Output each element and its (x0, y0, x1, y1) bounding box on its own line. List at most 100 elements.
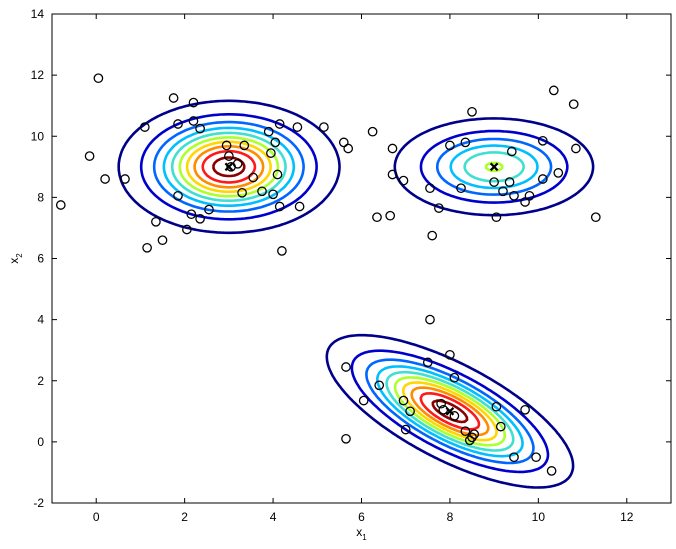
data-point (319, 122, 329, 132)
axis-ticks: 0 2 4 6 8 10 12 -2 0 2 4 6 8 10 12 14 (31, 7, 671, 524)
data-point (460, 426, 471, 437)
contour-level-5 (170, 131, 525, 452)
data-point (277, 246, 287, 256)
data-point (341, 362, 351, 372)
data-point (400, 424, 411, 435)
data-point (120, 174, 130, 184)
data-point (506, 146, 517, 157)
data-point (343, 143, 354, 154)
data-point (427, 230, 438, 241)
x-tick-label: 8 (447, 510, 454, 524)
data-point (367, 126, 378, 137)
data-point (263, 126, 274, 137)
data-point (537, 174, 548, 184)
y-axis-label-base: x (7, 258, 21, 264)
data-point (195, 213, 205, 224)
data-point (232, 158, 243, 169)
data-point (445, 349, 455, 360)
contour-level-6 (178, 136, 506, 447)
data-point (188, 116, 199, 126)
y-tick-label: 12 (31, 68, 45, 82)
data-point (266, 148, 276, 158)
x-axis-label-sub: 1 (362, 533, 367, 542)
data-point (292, 122, 303, 132)
data-point (548, 85, 559, 96)
x-tick-label: 2 (181, 510, 188, 524)
data-point (268, 189, 278, 200)
y-tick-label: 6 (37, 252, 44, 266)
y-tick-label: -2 (33, 496, 44, 510)
data-point (385, 210, 396, 221)
data-point (491, 401, 502, 412)
data-point (398, 395, 409, 406)
data-point (425, 183, 435, 194)
data-point (151, 216, 161, 227)
data-point (520, 404, 530, 415)
contour-level-2 (139, 113, 569, 474)
data-point (182, 224, 192, 235)
data-point (195, 123, 205, 134)
data-point (568, 99, 579, 110)
y-axis-label: x2 (7, 253, 24, 264)
data-point (537, 135, 548, 146)
data-point (248, 172, 259, 183)
data-point (274, 201, 285, 212)
data-point (531, 452, 541, 463)
data-point (224, 151, 234, 161)
data-point (358, 395, 369, 406)
data-point (425, 314, 435, 325)
data-point (445, 140, 455, 151)
data-point (467, 432, 477, 443)
contour-lines (117, 99, 595, 489)
data-point (294, 201, 305, 212)
data-point (139, 122, 150, 132)
cluster-centers (224, 162, 499, 416)
data-point (460, 137, 471, 148)
data-point (467, 106, 477, 117)
data-point (546, 466, 557, 476)
data-point (387, 169, 398, 180)
data-point (55, 200, 66, 210)
cluster-center-marker (489, 162, 499, 172)
data-point (239, 140, 250, 151)
data-point (495, 421, 506, 432)
cluster-center-marker (445, 407, 455, 416)
data-point (509, 190, 519, 201)
data-point (372, 212, 382, 223)
data-point (590, 212, 601, 223)
data-point (157, 235, 168, 246)
data-point (571, 143, 581, 154)
x-tick-label: 0 (93, 510, 100, 524)
y-tick-label: 2 (37, 374, 44, 388)
data-point (173, 119, 183, 129)
contour-level-7 (185, 140, 498, 442)
data-point (469, 429, 480, 440)
data-point (93, 73, 104, 84)
data-point (436, 398, 446, 409)
cluster-center-marker (224, 162, 234, 172)
contour-level-1 (117, 99, 595, 489)
x-tick-label: 12 (620, 510, 634, 524)
x-tick-label: 10 (532, 510, 546, 524)
data-point (553, 168, 564, 178)
data-point (272, 169, 283, 180)
data-points (55, 73, 601, 476)
data-point (449, 372, 460, 383)
y-tick-label: 4 (37, 313, 44, 327)
data-point (173, 190, 183, 201)
data-point (341, 433, 351, 444)
data-point (270, 137, 281, 148)
data-point (204, 204, 214, 215)
data-point (449, 411, 460, 421)
data-point (422, 357, 433, 368)
data-point (398, 175, 409, 186)
contour-level-9 (201, 149, 481, 431)
data-point (509, 452, 519, 463)
data-point (257, 186, 267, 197)
data-point (387, 143, 398, 154)
data-point (221, 140, 232, 151)
x-axis-label: x1 (356, 525, 367, 542)
data-point (405, 406, 415, 417)
